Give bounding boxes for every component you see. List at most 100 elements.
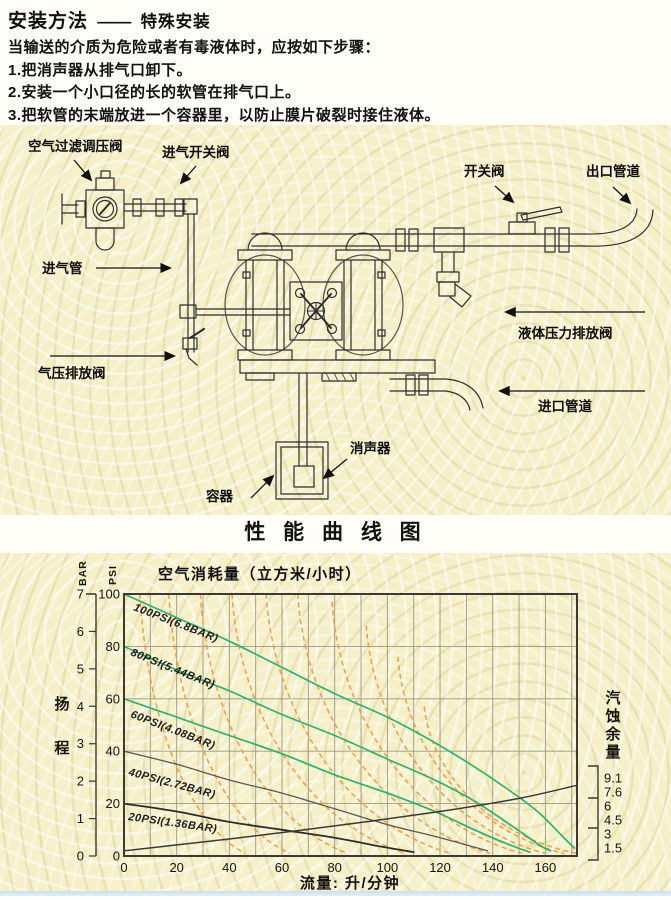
title-sub: 特殊安装: [140, 13, 211, 31]
plot-border: [123, 593, 578, 857]
curve-100PSI(6.8BAR): [123, 593, 576, 849]
bar-tick-label: 2: [77, 774, 84, 789]
label-inlet-piping: 进口管道: [538, 398, 592, 414]
diagram-callouts: 空气过滤调压阀 进气开关阀 进气管 气压排放阀 开关阀 出口管道 液体压力排放阀…: [28, 138, 645, 504]
air-consumption-contour: [168, 593, 291, 855]
label-air-inlet-pipe: 进气管: [42, 260, 83, 276]
step-1: 1.把消声器从排气口卸下。: [8, 61, 193, 79]
x-axis-title: 流量: 升/分钟: [300, 874, 400, 891]
installation-diagram-panel: 空气过滤调压阀 进气开关阀 进气管 气压排放阀 开关阀 出口管道 液体压力排放阀…: [0, 125, 671, 515]
air-consumption-contour: [265, 593, 451, 855]
bottom-rule: [0, 891, 671, 896]
label-container: 容器: [205, 488, 233, 504]
arrow-inlet-switch-valve: [179, 165, 197, 185]
psi-tick-label: 20: [106, 796, 120, 811]
bar-tick-label: 3: [77, 736, 84, 751]
npsh-scale-label: 9.1: [604, 771, 622, 786]
psi-tick-label: 40: [106, 744, 120, 759]
label-switch-valve: 开关阀: [464, 163, 505, 179]
left-axis-title-char: 程: [54, 740, 69, 757]
air-consumption-contour: [297, 593, 491, 855]
x-tick-label: 140: [482, 860, 504, 875]
right-axis-title-char: 蚀: [604, 707, 620, 725]
label-outlet-piping: 出口管道: [586, 163, 640, 179]
curve-40PSI(2.72BAR): [123, 750, 489, 852]
x-tick-label: 60: [275, 860, 289, 875]
chart-gridlines: [124, 594, 577, 856]
bar-axis-label: BAR: [77, 560, 89, 586]
ball-valve-body: [508, 221, 536, 235]
air-consumption-contour: [331, 601, 522, 855]
curve-20PSI(1.36BAR): [123, 802, 415, 853]
npsh-scale-bracket: [588, 765, 599, 861]
curve-label: 100PSI(6.8BAR): [132, 602, 220, 645]
muffler-box: [293, 465, 315, 488]
npsh-scale-label: 6: [604, 799, 611, 814]
bar-tick-label: 6: [77, 624, 84, 639]
arrow-switch-valve: [494, 185, 515, 204]
right-axis-title-char: 余: [604, 725, 621, 743]
air-consumption-title: 空气消耗量（立方米/小时）: [158, 565, 362, 583]
label-air-pressure-relief-valve: 气压排放阀: [37, 365, 106, 381]
npsh-scale-label: 3: [604, 827, 611, 842]
air-supply-piping-drawing: [123, 198, 291, 366]
step-2: 2.安装一个小口径的长的软管在排气口上。: [8, 84, 301, 101]
psi-axis-label: PSI: [107, 565, 119, 585]
bar-tick-label: 5: [77, 661, 84, 676]
air-consumption-contour: [397, 656, 564, 855]
muffler-container-drawing: [275, 372, 329, 500]
x-tick-label: 80: [327, 860, 341, 875]
air-consumption-contour: [365, 625, 546, 855]
axis-tick-labels: 0 20 40 60 80 100 120 140 1601008060402007654321…: [54, 587, 622, 876]
bar-axis-line: [86, 593, 97, 856]
arrow-air-filter-regulator: [73, 159, 93, 182]
arrow-muffler: [322, 458, 348, 480]
bar-tick-label: 7: [77, 587, 84, 602]
x-tick-label: 100: [377, 860, 399, 875]
discharge-piping-drawing: [395, 206, 654, 308]
suction-piping-drawing: [389, 374, 484, 411]
performance-chart-panel: 空气消耗量（立方米/小时） 流量: 升/分钟 BAR PSI 0 20 40 60 80…: [0, 553, 671, 891]
performance-curves: [123, 593, 578, 853]
arrow-outlet-piping: [612, 186, 632, 205]
bar-tick-label: 0: [77, 849, 84, 864]
performance-curve-heading: 性 能 曲 线 图: [0, 515, 671, 553]
installation-diagram: 空气过滤调压阀 进气开关阀 进气管 气压排放阀 开关阀 出口管道 液体压力排放阀…: [28, 138, 654, 504]
air-consumption-contour: [139, 593, 246, 855]
page-title: 安装方法 —— 特殊安装: [8, 6, 665, 33]
step-3: 3.把软管的末端放进一个容器里，以防止膜片破裂时接住液体。: [8, 106, 441, 124]
air-consumption-contour: [423, 706, 578, 855]
psi-tick-label: 80: [106, 639, 120, 654]
right-axis-title-char: 量: [605, 744, 620, 761]
psi-tick-label: 0: [113, 849, 120, 864]
relief-valve-spout: [449, 283, 472, 308]
curve-NPSH: [123, 784, 578, 852]
psi-tick-label: 60: [106, 691, 120, 706]
diaphragm-pump-drawing: [224, 232, 586, 382]
label-air-filter-regulator: 空气过滤调压阀: [28, 138, 123, 154]
label-muffler: 消声器: [350, 440, 391, 456]
bar-tick-label: 1: [77, 811, 84, 826]
x-tick-label: 20: [169, 860, 183, 875]
curve-80PSI(5.44BAR): [123, 645, 552, 852]
psi-tick-label: 100: [98, 587, 120, 602]
air-consumption-contour: [199, 593, 349, 855]
title-main: 安装方法: [8, 11, 89, 32]
right-axis-title-char: 汽: [605, 689, 620, 707]
x-tick-label: 160: [535, 860, 557, 875]
npsh-scale-label: 7.6: [604, 785, 622, 800]
ball-valve-handle: [520, 206, 563, 221]
arrow-container: [250, 474, 275, 499]
x-tick-label: 40: [222, 860, 236, 875]
page-bottom-margin: [0, 896, 671, 900]
x-tick-label: 0: [120, 860, 127, 875]
air-consumption-contour: [231, 593, 407, 855]
npsh-scale-label: 1.5: [604, 841, 622, 856]
installation-instructions: 安装方法 —— 特殊安装 当输送的介质为危险或者有毒液体时，应按如下步骤： 1.…: [0, 0, 671, 125]
performance-chart: 空气消耗量（立方米/小时） 流量: 升/分钟 BAR PSI 0 20 40 60 80…: [54, 560, 622, 891]
left-axis-title-char: 扬: [54, 695, 69, 713]
label-liquid-pressure-relief-valve: 液体压力排放阀: [518, 325, 613, 341]
air-filter-regulator-drawing: [61, 170, 125, 251]
title-dash: ——: [97, 12, 132, 31]
